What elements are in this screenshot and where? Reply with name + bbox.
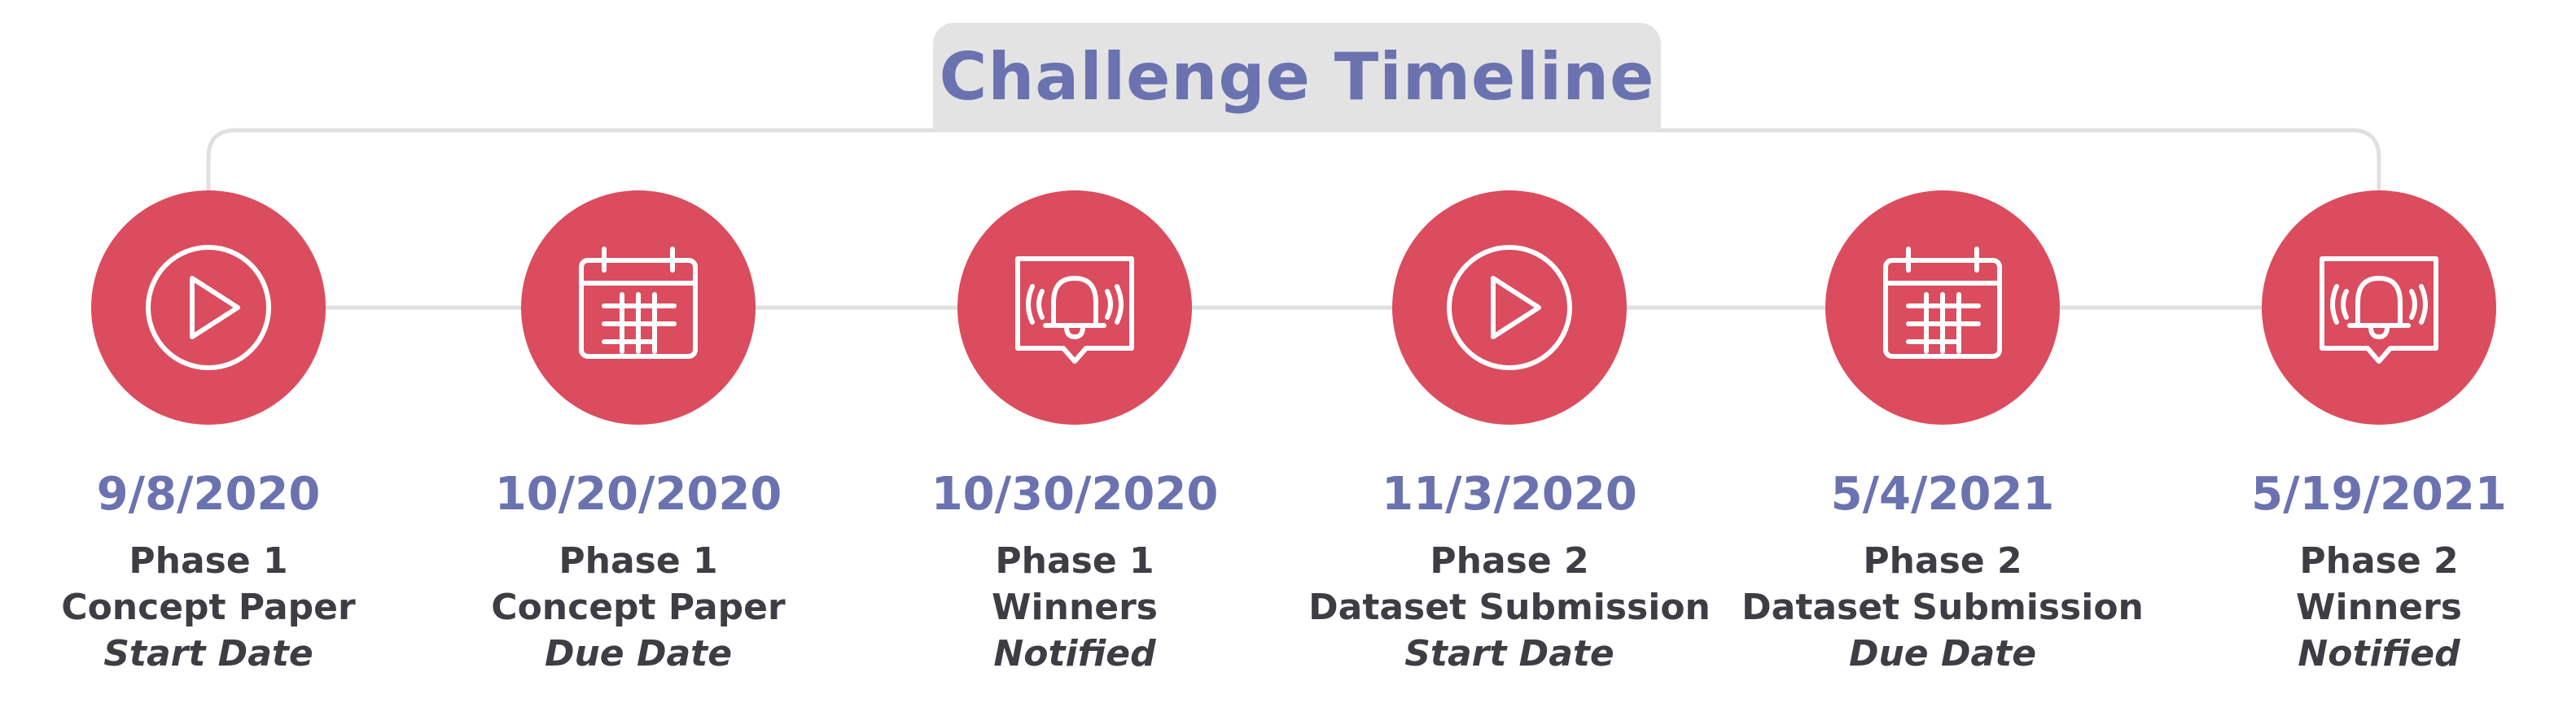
milestone-circle — [957, 190, 1192, 425]
top-bracket-line — [206, 128, 2381, 190]
milestone-event: Winners — [992, 587, 1158, 628]
milestone-2: 10/20/2020 Phase 1 Concept Paper Due Dat… — [427, 190, 850, 695]
milestone-event: Dataset Submission — [1308, 587, 1711, 628]
milestone-phase: Phase 1 — [559, 540, 718, 582]
milestone-status: Notified — [993, 633, 1156, 675]
play-icon — [146, 245, 271, 370]
milestone-4: 11/3/2020 Phase 2 Dataset Submission Sta… — [1298, 190, 1721, 695]
milestone-status: Due Date — [544, 633, 733, 675]
milestone-phase: Phase 2 — [2299, 540, 2459, 582]
milestone-event: Dataset Submission — [1741, 587, 2144, 628]
title-banner: Challenge Timeline — [933, 23, 1661, 130]
milestone-circle — [1392, 190, 1627, 425]
milestone-status: Start Date — [103, 633, 313, 675]
milestone-status: Due Date — [1848, 633, 2037, 675]
milestone-phase: Phase 2 — [1863, 540, 2022, 582]
milestone-date: 9/8/2020 — [96, 468, 321, 521]
milestone-event: Concept Paper — [491, 587, 786, 628]
play-icon — [1447, 245, 1572, 370]
calendar-icon — [1883, 247, 2002, 359]
milestone-status: Notified — [2298, 633, 2460, 675]
milestone-date: 10/20/2020 — [494, 468, 782, 521]
milestone-date: 11/3/2020 — [1382, 468, 1637, 521]
milestone-phase: Phase 1 — [995, 540, 1154, 582]
milestone-event: Winners — [2296, 587, 2462, 628]
timeline-title: Challenge Timeline — [939, 38, 1655, 115]
milestone-date: 5/4/2021 — [1830, 468, 2055, 521]
milestone-phase: Phase 2 — [1430, 540, 1589, 582]
calendar-icon — [579, 247, 698, 359]
milestone-5: 5/4/2021 Phase 2 Dataset Submission Due … — [1731, 190, 2154, 695]
milestone-date: 5/19/2021 — [2251, 468, 2507, 521]
milestone-3: 10/30/2020 Phase 1 Winners Notified — [863, 190, 1286, 695]
milestone-circle — [1825, 190, 2060, 425]
milestone-circle — [91, 190, 326, 425]
milestone-circle — [2262, 190, 2496, 425]
milestone-date: 10/30/2020 — [931, 468, 1219, 521]
milestone-6: 5/19/2021 Phase 2 Winners Notified — [2167, 190, 2576, 695]
notification-bell-icon — [1015, 256, 1134, 364]
notification-bell-icon — [2320, 256, 2438, 364]
milestone-phase: Phase 1 — [129, 540, 288, 582]
milestone-event: Concept Paper — [61, 587, 356, 628]
milestone-status: Start Date — [1404, 633, 1614, 675]
milestone-1: 9/8/2020 Phase 1 Concept Paper Start Dat… — [0, 190, 420, 695]
milestone-circle — [521, 190, 756, 425]
